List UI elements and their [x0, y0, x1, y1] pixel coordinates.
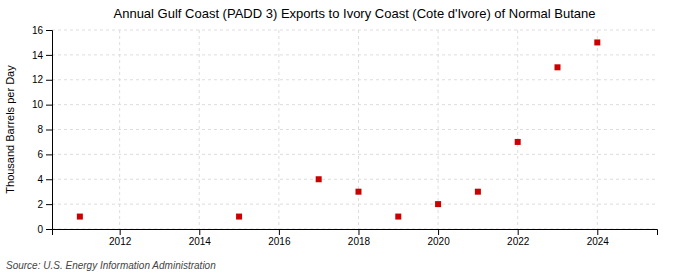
point — [77, 214, 83, 220]
point — [594, 39, 600, 45]
tick-mark — [279, 229, 280, 235]
tick-mark — [46, 204, 52, 205]
y-label: Thousand Barrels per Day — [4, 65, 16, 194]
tick: 0 — [37, 224, 52, 235]
grid-line — [52, 54, 657, 55]
tick-label: 16 — [32, 25, 44, 36]
tick-label: 0 — [37, 224, 43, 235]
tick: 4 — [37, 174, 52, 185]
grid — [52, 30, 657, 229]
tick: 12 — [32, 74, 52, 85]
grid-line — [52, 154, 657, 155]
grid-line — [52, 204, 657, 205]
tick-mark — [358, 229, 359, 235]
point — [355, 189, 361, 195]
grid-line — [597, 30, 598, 229]
grid-line — [52, 104, 657, 105]
chart: 2012 2014 2016 2018 2020 2022 2024 0 2 4 6 8 10 12 14 1… — [0, 0, 675, 275]
tick-label: 2018 — [348, 236, 371, 247]
tick-label: 2012 — [109, 236, 132, 247]
tick-label: 8 — [37, 124, 43, 135]
tick-mark — [120, 229, 121, 235]
grid-line — [199, 30, 200, 229]
tick: 2016 — [268, 229, 291, 247]
point — [435, 201, 441, 207]
tick: 6 — [37, 149, 52, 160]
tick-label: 2016 — [268, 236, 291, 247]
grid-line — [517, 30, 518, 229]
tick-mark — [46, 55, 52, 56]
grid-line — [278, 30, 279, 229]
tick-mark — [46, 105, 52, 106]
tick-label: 12 — [32, 74, 44, 85]
tick-mark — [518, 229, 519, 235]
tick: 2024 — [587, 229, 610, 247]
tick-label: 2022 — [507, 236, 530, 247]
points — [77, 39, 600, 219]
grid-line — [52, 129, 657, 130]
tick-label: 2020 — [427, 236, 450, 247]
annotation: Source: U.S. Energy Information Administ… — [6, 260, 216, 271]
tick: 14 — [32, 50, 52, 61]
grid-line — [52, 179, 657, 180]
point — [395, 214, 401, 220]
tick-mark — [46, 179, 52, 180]
tick-label: 2014 — [189, 236, 212, 247]
y-axis: 0 2 4 6 8 10 12 14 16 — [32, 25, 53, 235]
tick-label: 2024 — [587, 236, 610, 247]
grid-line — [52, 79, 657, 80]
grid-line — [119, 30, 120, 229]
tick-mark — [199, 229, 200, 235]
grid-line — [438, 30, 439, 229]
tick: 2012 — [109, 229, 132, 247]
point — [316, 176, 322, 182]
tick-label: 14 — [32, 50, 44, 61]
tick: 2020 — [427, 229, 450, 247]
tick-label: 10 — [32, 99, 44, 110]
tick: 8 — [37, 124, 52, 135]
point — [515, 139, 521, 145]
tick-mark — [597, 229, 598, 235]
grid-line — [52, 30, 657, 31]
tick-label: 4 — [37, 174, 43, 185]
tick-mark — [438, 229, 439, 235]
axis-line — [53, 230, 658, 236]
tick-mark — [46, 154, 52, 155]
title: Annual Gulf Coast (PADD 3) Exports to Iv… — [114, 6, 596, 21]
tick-mark — [46, 30, 52, 31]
point — [554, 64, 560, 70]
tick-label: 6 — [37, 149, 43, 160]
tick-mark — [46, 229, 52, 230]
x-axis: 2012 2014 2016 2018 2020 2022 2024 — [53, 229, 658, 247]
axis-line — [46, 31, 53, 230]
tick-label: 2 — [37, 199, 43, 210]
point — [236, 214, 242, 220]
plot: 2012 2014 2016 2018 2020 2022 2024 0 2 4 6 8 10 12 14 1… — [32, 25, 658, 247]
tick: 2022 — [507, 229, 530, 247]
tick: 10 — [32, 99, 52, 110]
tick-mark — [46, 130, 52, 131]
point — [475, 189, 481, 195]
tick: 2018 — [348, 229, 371, 247]
tick: 16 — [32, 25, 52, 36]
tick-mark — [46, 80, 52, 81]
tick: 2014 — [189, 229, 212, 247]
tick: 2 — [37, 199, 52, 210]
grid-line — [358, 30, 359, 229]
